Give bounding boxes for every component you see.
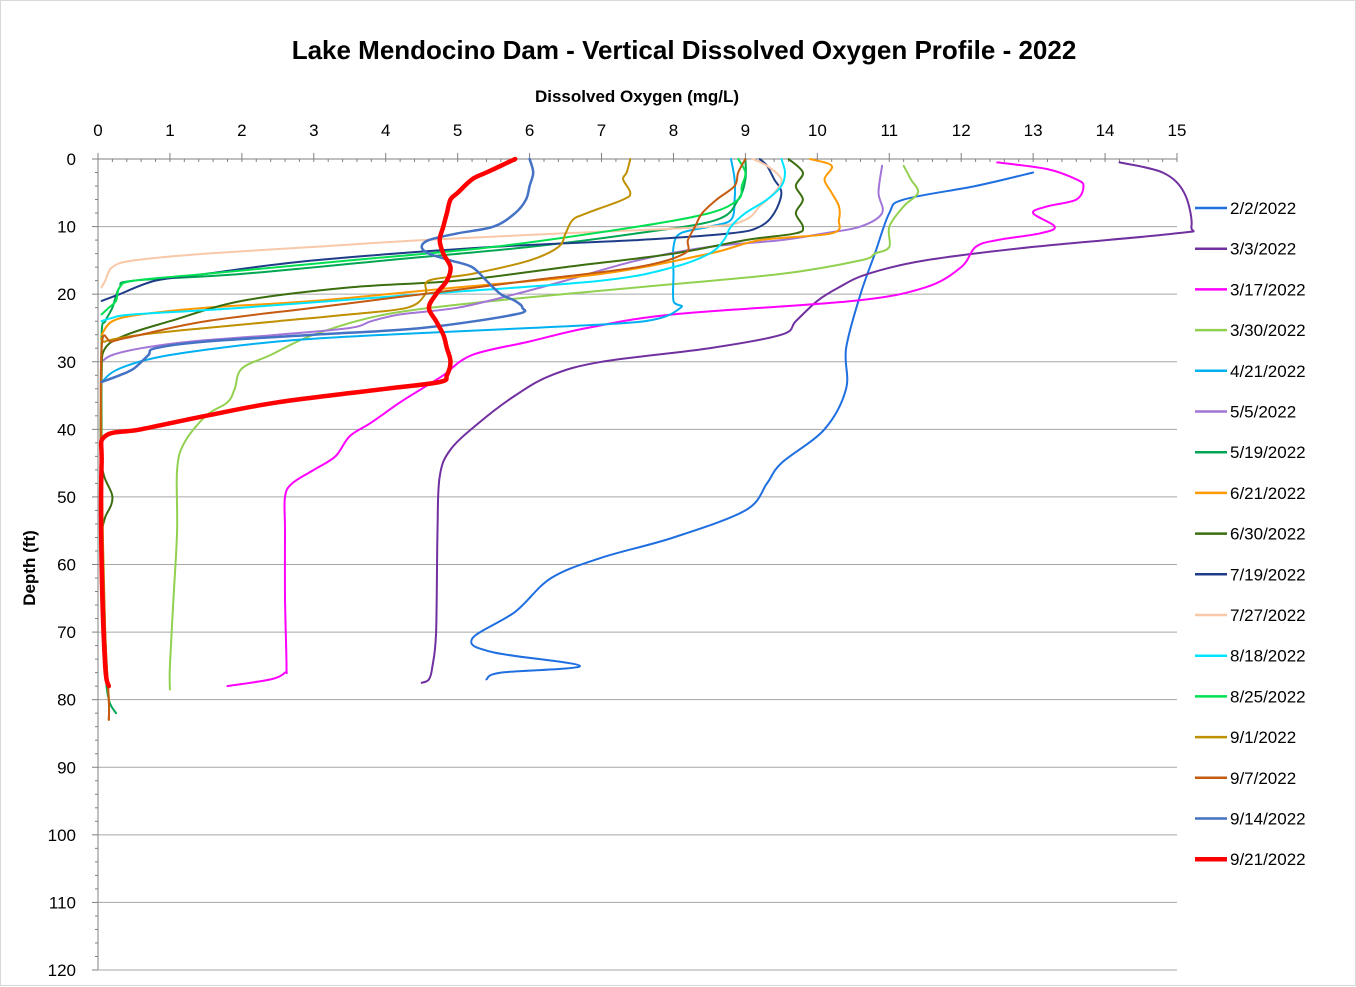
series-line-2-2-2022 bbox=[470, 171, 1035, 681]
x-tick-label: 14 bbox=[1096, 121, 1115, 140]
legend-label-7-19-2022: 7/19/2022 bbox=[1230, 565, 1306, 584]
series-lines bbox=[98, 156, 1195, 721]
y-tick-label: 100 bbox=[48, 826, 76, 845]
y-tick-label: 60 bbox=[57, 556, 76, 575]
legend: 2/2/2022 3/3/2022 3/17/2022 3/30/2022 4/21/2… bbox=[1195, 199, 1306, 869]
y-tick-label: 0 bbox=[67, 150, 76, 169]
legend-label-9-7-2022: 9/7/2022 bbox=[1230, 769, 1296, 788]
x-tick-label: 9 bbox=[741, 121, 750, 140]
axes bbox=[92, 153, 1178, 971]
x-tick-labels: 0 1 2 3 4 5 6 7 8 9 10 11 12 13 14 15 bbox=[93, 121, 1186, 140]
y-tick-label: 120 bbox=[48, 961, 76, 980]
legend-label-6-30-2022: 6/30/2022 bbox=[1230, 525, 1306, 544]
series-line-9-14-2022 bbox=[100, 157, 535, 384]
x-tick-label: 3 bbox=[309, 121, 318, 140]
legend-label-9-21-2022: 9/21/2022 bbox=[1230, 850, 1306, 869]
legend-label-4-21-2022: 4/21/2022 bbox=[1230, 362, 1306, 381]
series-line-8-18-2022 bbox=[100, 158, 786, 323]
series-line-7-27-2022 bbox=[100, 158, 783, 289]
legend-label-9-1-2022: 9/1/2022 bbox=[1230, 728, 1296, 747]
legend-label-3-17-2022: 3/17/2022 bbox=[1230, 280, 1306, 299]
legend-label-5-19-2022: 5/19/2022 bbox=[1230, 443, 1306, 462]
series-line-3-30-2022 bbox=[168, 164, 920, 691]
x-tick-label: 12 bbox=[952, 121, 971, 140]
x-tick-label: 1 bbox=[165, 121, 174, 140]
y-tick-label: 10 bbox=[57, 218, 76, 237]
y-tick-label: 80 bbox=[57, 691, 76, 710]
x-tick-label: 5 bbox=[453, 121, 462, 140]
series-line-4-21-2022 bbox=[100, 158, 737, 383]
legend-label-3-30-2022: 3/30/2022 bbox=[1230, 321, 1306, 340]
x-tick-label: 2 bbox=[237, 121, 246, 140]
y-tick-label: 40 bbox=[57, 420, 76, 439]
y-tick-label: 110 bbox=[49, 893, 76, 912]
legend-label-7-27-2022: 7/27/2022 bbox=[1230, 606, 1306, 625]
y-tick-label: 90 bbox=[57, 758, 76, 777]
x-tick-label: 15 bbox=[1168, 121, 1187, 140]
y-tick-label: 50 bbox=[57, 488, 76, 507]
x-axis-title: Dissolved Oxygen (mg/L) bbox=[535, 87, 739, 106]
y-axis-title: Depth (ft) bbox=[20, 530, 39, 606]
legend-label-6-21-2022: 6/21/2022 bbox=[1230, 484, 1306, 503]
x-tick-label: 7 bbox=[597, 121, 606, 140]
legend-label-8-18-2022: 8/18/2022 bbox=[1230, 647, 1306, 666]
series-line-6-21-2022 bbox=[100, 158, 841, 336]
series-line-3-3-2022 bbox=[420, 161, 1195, 684]
y-tick-labels: 0 10 20 30 40 50 60 70 80 90 100 110 120 bbox=[48, 150, 76, 980]
legend-label-2-2-2022: 2/2/2022 bbox=[1230, 199, 1296, 218]
legend-label-5-5-2022: 5/5/2022 bbox=[1230, 403, 1296, 422]
chart-title: Lake Mendocino Dam - Vertical Dissolved … bbox=[292, 35, 1077, 65]
legend-label-3-3-2022: 3/3/2022 bbox=[1230, 240, 1296, 259]
y-tick-label: 70 bbox=[57, 623, 76, 642]
x-tick-label: 6 bbox=[525, 121, 534, 140]
series-line-5-5-2022 bbox=[100, 164, 884, 363]
series-line-8-25-2022 bbox=[100, 158, 747, 316]
x-tick-label: 10 bbox=[808, 121, 827, 140]
series-line-3-17-2022 bbox=[226, 161, 1085, 688]
x-tick-label: 13 bbox=[1024, 121, 1043, 140]
legend-label-8-25-2022: 8/25/2022 bbox=[1230, 687, 1306, 706]
series-line-6-30-2022 bbox=[99, 158, 805, 532]
series-line-9-21-2022 bbox=[98, 156, 518, 689]
x-tick-label: 8 bbox=[669, 121, 678, 140]
legend-label-9-14-2022: 9/14/2022 bbox=[1230, 810, 1306, 829]
y-tick-label: 30 bbox=[57, 353, 76, 372]
x-tick-label: 4 bbox=[381, 121, 390, 140]
x-tick-label: 0 bbox=[93, 121, 102, 140]
x-tick-label: 11 bbox=[880, 121, 898, 140]
y-tick-label: 20 bbox=[57, 285, 76, 304]
